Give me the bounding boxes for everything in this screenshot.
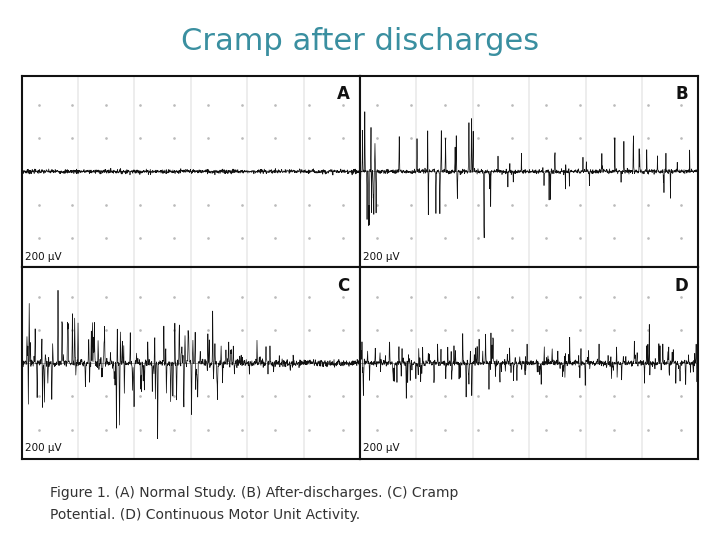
Text: Figure 1. (A) Normal Study. (B) After-discharges. (C) Cramp: Figure 1. (A) Normal Study. (B) After-di… — [50, 486, 459, 500]
Text: 200 μV: 200 μV — [25, 443, 62, 453]
Text: A: A — [337, 85, 350, 103]
Text: 200 μV: 200 μV — [364, 443, 400, 453]
Text: Cramp after discharges: Cramp after discharges — [181, 27, 539, 56]
Text: D: D — [675, 277, 688, 295]
Text: Potential. (D) Continuous Motor Unit Activity.: Potential. (D) Continuous Motor Unit Act… — [50, 508, 361, 522]
Text: 200 μV: 200 μV — [25, 252, 62, 261]
Text: B: B — [675, 85, 688, 103]
Text: C: C — [338, 277, 350, 295]
Text: 200 μV: 200 μV — [364, 252, 400, 261]
